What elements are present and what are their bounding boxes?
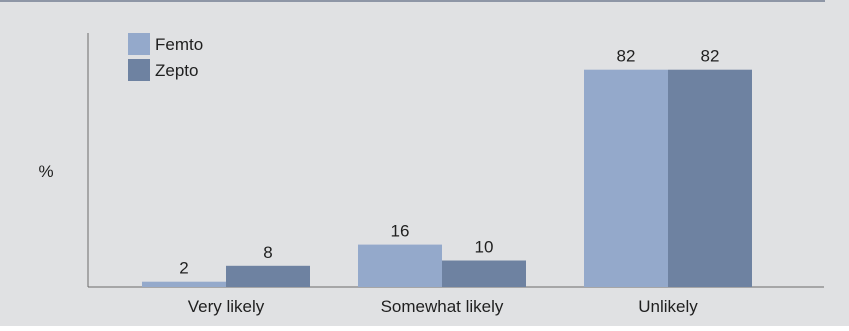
data-label-femto-unlikely: 82 [617, 47, 636, 66]
data-label-femto-very-likely: 2 [179, 259, 188, 278]
legend-label-zepto: Zepto [155, 61, 198, 80]
bar-femto-unlikely [584, 69, 668, 287]
bar-zepto-somewhat-likely [442, 260, 526, 287]
bar-zepto-unlikely [668, 69, 752, 287]
legend-swatch-femto [128, 33, 150, 55]
bar-femto-somewhat-likely [358, 244, 442, 287]
bars-group: 2 8 16 10 82 82 [142, 47, 752, 287]
data-label-femto-somewhat-likely: 16 [391, 222, 410, 241]
x-tick-label-somewhat-likely: Somewhat likely [381, 297, 504, 316]
x-tick-label-unlikely: Unlikely [638, 297, 698, 316]
data-label-zepto-very-likely: 8 [263, 243, 272, 262]
bar-femto-very-likely [142, 281, 226, 287]
data-label-zepto-unlikely: 82 [701, 47, 720, 66]
legend-label-femto: Femto [155, 35, 203, 54]
x-tick-label-very-likely: Very likely [188, 297, 265, 316]
y-axis-label: % [38, 162, 53, 181]
legend: Femto Zepto [128, 33, 203, 81]
bar-zepto-very-likely [226, 265, 310, 287]
data-label-zepto-somewhat-likely: 10 [475, 238, 494, 257]
legend-swatch-zepto [128, 59, 150, 81]
